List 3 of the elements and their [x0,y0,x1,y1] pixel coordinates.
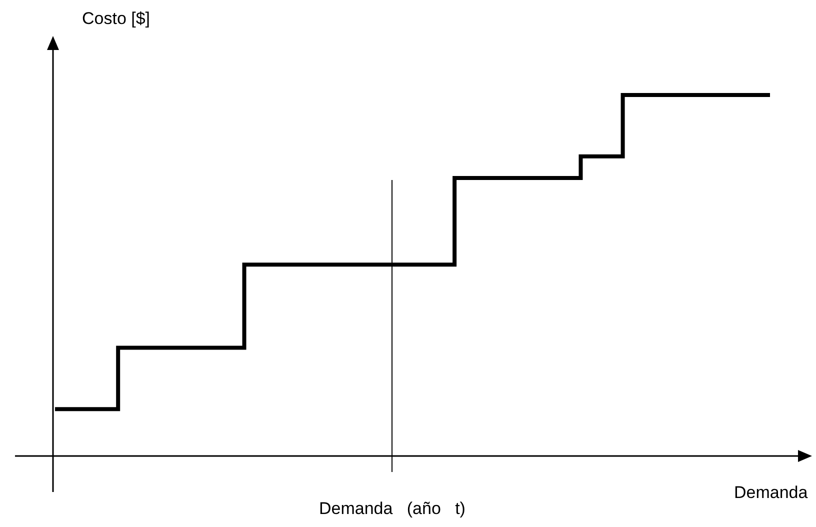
text: Demanda (año t) [319,499,466,518]
x-axis-title: Demanda [734,483,808,502]
y-axis-title: Costo [$] [82,9,150,28]
